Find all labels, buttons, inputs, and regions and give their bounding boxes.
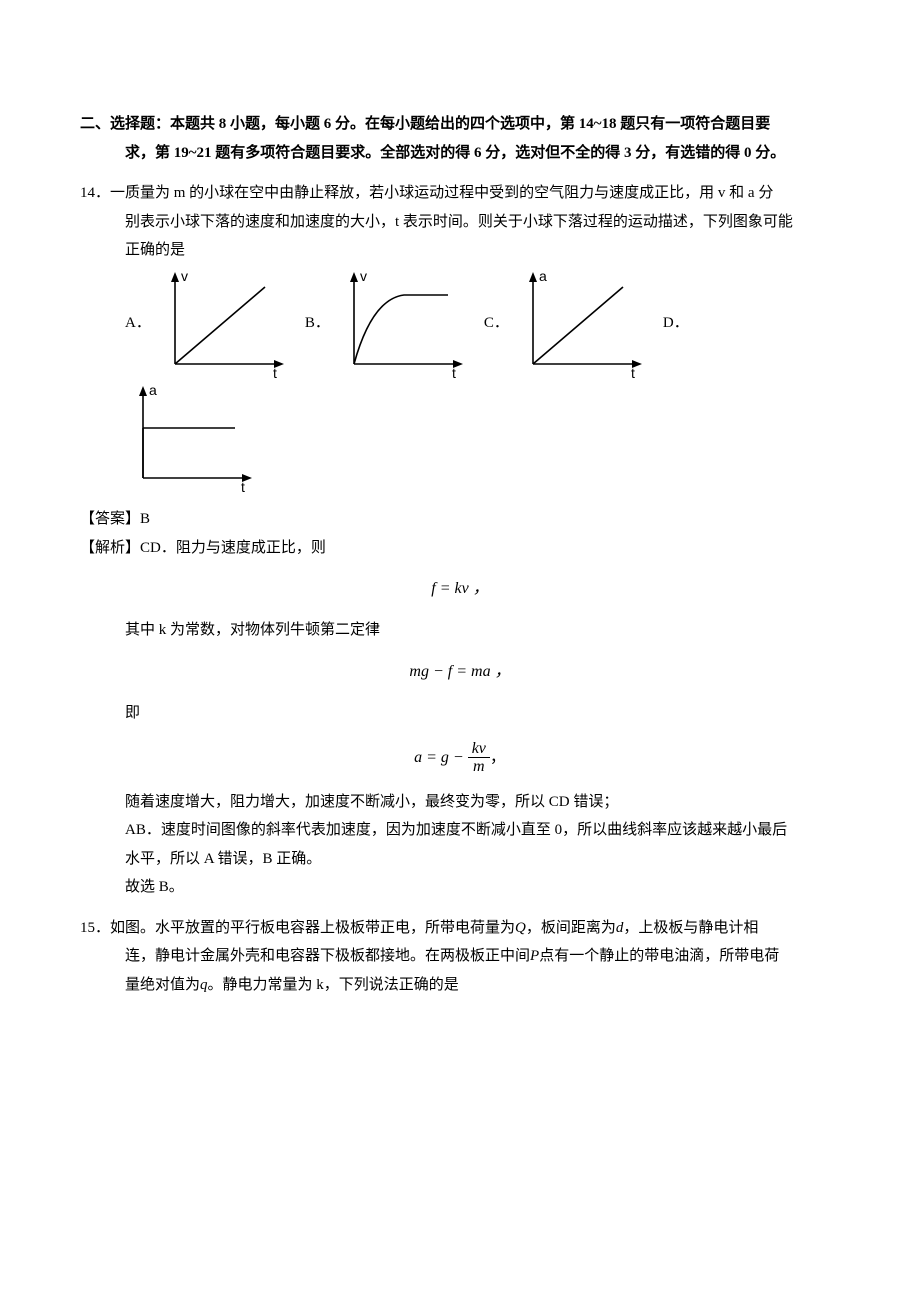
q15-q-var: q — [200, 977, 208, 993]
q15-line1-mid1: ，板间距离为 — [526, 920, 616, 936]
svg-text:t: t — [452, 365, 456, 379]
graph-a-svg: vt — [157, 269, 287, 379]
q15-line2: 连，静电计金属外壳和电容器下极板都接地。在两极板正中间P点有一个静止的带电油滴，… — [80, 942, 840, 971]
q14-explain-intro: CD．阻力与速度成正比，则 — [140, 540, 326, 556]
q15-line3-tail: 。静电力常量为 k，下列说法正确的是 — [208, 977, 459, 993]
question-14: 14．一质量为 m 的小球在空中由静止释放，若小球运动过程中受到的空气阻力与速度… — [80, 179, 840, 902]
graph-d-svg: at — [125, 383, 255, 493]
q14-eq3: a = g − kvm， — [80, 740, 840, 776]
q14-line1: 14．一质量为 m 的小球在空中由静止释放，若小球运动过程中受到的空气阻力与速度… — [80, 179, 840, 208]
graph-c-svg: at — [515, 269, 645, 379]
graph-b-svg: vt — [336, 269, 466, 379]
q14-eq3-left: a = g − — [414, 749, 468, 766]
q14-answer-label: 【答案】 — [80, 511, 140, 527]
section-header-line1: 二、选择题：本题共 8 小题，每小题 6 分。在每小题给出的四个选项中，第 14… — [80, 116, 770, 132]
question-15: 15．如图。水平放置的平行板电容器上极板带正电，所带电荷量为Q，板间距离为d，上… — [80, 914, 840, 1000]
q14-options-row: A． vt B． vt C． at D． — [80, 269, 840, 379]
svg-text:v: v — [181, 269, 188, 284]
svg-text:v: v — [360, 269, 367, 284]
q14-explain-mid2: 即 — [80, 699, 840, 728]
svg-text:t: t — [273, 365, 277, 379]
section-header: 二、选择题：本题共 8 小题，每小题 6 分。在每小题给出的四个选项中，第 14… — [80, 110, 840, 167]
q15-Q-var: Q — [515, 920, 526, 936]
q14-explain-intro-line: 【解析】CD．阻力与速度成正比，则 — [80, 534, 840, 563]
q14-answer-block: 【答案】B 【解析】CD．阻力与速度成正比，则 — [80, 505, 840, 562]
q14-graph-a: vt — [157, 269, 287, 379]
q14-opt-b-label: B． — [305, 309, 330, 338]
q15-line2-mid: 点有一个静止的带电油滴，所带电荷 — [539, 948, 779, 964]
q14-answer-line: 【答案】B — [80, 505, 840, 534]
section-header-line2: 求，第 19~21 题有多项符合题目要求。全部选对的得 6 分，选对但不全的得 … — [80, 139, 840, 168]
q15-line3-pre: 量绝对值为 — [125, 977, 200, 993]
q14-answer-value: B — [140, 511, 150, 527]
q14-explain-ab1: AB．速度时间图像的斜率代表加速度，因为加速度不断减小直至 0，所以曲线斜率应该… — [80, 816, 840, 845]
q14-graph-b: vt — [336, 269, 466, 379]
q14-explain-ab2: 水平，所以 A 错误，B 正确。 — [80, 845, 840, 874]
q15-line1: 15．如图。水平放置的平行板电容器上极板带正电，所带电荷量为Q，板间距离为d，上… — [80, 914, 840, 943]
q14-opt-d-label: D． — [663, 309, 689, 338]
q15-line2-pre: 连，静电计金属外壳和电容器下极板都接地。在两极板正中间 — [125, 948, 530, 964]
q14-opt-c-label: C． — [484, 309, 509, 338]
q14-line3: 正确的是 — [80, 236, 840, 265]
q14-graph-d: at — [125, 383, 255, 493]
q14-eq1: f = kv ， — [80, 574, 840, 604]
q14-opt-a-label: A． — [125, 309, 151, 338]
q14-graph-d-container: at — [125, 383, 840, 504]
q15-line1-pre: 15．如图。水平放置的平行板电容器上极板带正电，所带电荷量为 — [80, 920, 515, 936]
q14-graph-c: at — [515, 269, 645, 379]
q14-explain-final: 故选 B。 — [80, 873, 840, 902]
q14-explain-cd: 随着速度增大，阻力增大，加速度不断减小，最终变为零，所以 CD 错误； — [80, 788, 840, 817]
svg-text:a: a — [149, 383, 157, 398]
q14-explain-label: 【解析】 — [80, 540, 140, 556]
q14-eq3-frac: kvm — [468, 740, 490, 776]
q14-explain-mid1: 其中 k 为常数，对物体列牛顿第二定律 — [80, 616, 840, 645]
q14-eq1-text: f = kv ， — [431, 580, 488, 597]
svg-text:t: t — [631, 365, 635, 379]
q15-line3: 量绝对值为q。静电力常量为 k，下列说法正确的是 — [80, 971, 840, 1000]
q14-line2: 别表示小球下落的速度和加速度的大小，t 表示时间。则关于小球下落过程的运动描述，… — [80, 208, 840, 237]
q14-eq2-text: mg − f = ma ， — [409, 663, 510, 680]
svg-text:a: a — [539, 269, 547, 284]
q15-P-var: P — [530, 948, 539, 964]
q14-eq2: mg − f = ma ， — [80, 657, 840, 687]
q14-eq3-tail: ， — [490, 749, 506, 766]
q14-eq3-num: kv — [468, 740, 490, 759]
q14-eq3-den: m — [468, 758, 490, 776]
q15-line1-mid2: ，上极板与静电计相 — [623, 920, 758, 936]
svg-text:t: t — [241, 479, 245, 493]
